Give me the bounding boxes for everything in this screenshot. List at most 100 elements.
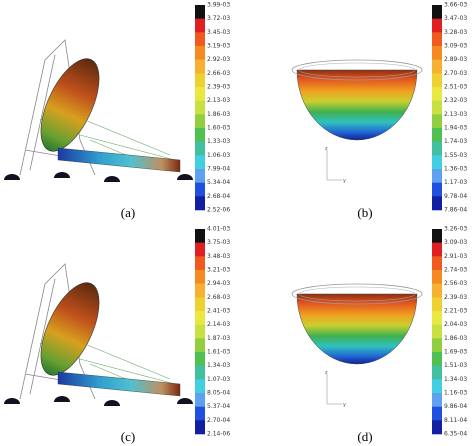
- colorbar-label: 3.99-03: [207, 2, 230, 9]
- colorbar-segment: [195, 182, 205, 197]
- colorbar-segment: [195, 338, 205, 353]
- colorbar-segment: [195, 420, 205, 435]
- colorbar-segment: [432, 5, 442, 19]
- colorbar-label: 6.35-04: [444, 431, 467, 438]
- colorbar-label: 2.04-03: [444, 321, 467, 328]
- colorbar-label: 1.17-03: [444, 179, 467, 186]
- triad-label: z: [325, 146, 328, 152]
- colorbar-label: 2.51-03: [444, 84, 467, 91]
- colorbar-label: 3.45-03: [207, 29, 230, 36]
- colorbar-segment: [432, 100, 442, 115]
- colorbar-label: 3.09-03: [444, 43, 467, 50]
- colorbar-label: 2.66-03: [207, 70, 230, 77]
- colorbar-label: 7.86-04: [444, 207, 467, 214]
- colorbar-segment: [432, 406, 442, 421]
- colorbar-segment: [195, 155, 205, 170]
- colorbar-label: 2.14-03: [207, 321, 230, 328]
- colorbar-segment: [432, 393, 442, 407]
- colorbar-segment: [432, 324, 442, 339]
- colorbar-segment: [195, 169, 205, 183]
- colorbar-segment: [432, 297, 442, 312]
- colorbar-segment: [432, 229, 442, 243]
- colorbar-segment: [195, 393, 205, 407]
- colorbar-segment: [432, 128, 442, 142]
- colorbar-segment: [432, 196, 442, 211]
- colorbar-label: 2.21-03: [444, 308, 467, 315]
- colorbar-segment: [432, 379, 442, 394]
- colorbar-segment: [195, 256, 205, 271]
- colorbar-label: 3.47-03: [444, 15, 467, 22]
- panel-caption: (a): [121, 205, 135, 220]
- colorbar-label: 1.87-03: [207, 335, 230, 342]
- colorbar-label: 3.09-03: [444, 239, 467, 246]
- colorbar-segment: [432, 32, 442, 47]
- foot: [4, 174, 20, 180]
- panel-caption: (c): [121, 429, 135, 444]
- colorbar-label: 3.72-03: [207, 15, 230, 22]
- panel: zy3.26-033.09-032.91-032.74-032.56-032.3…: [291, 226, 467, 444]
- colorbar-label: 2.13-03: [444, 111, 467, 118]
- bowl: [296, 293, 418, 365]
- colorbar-segment: [195, 352, 205, 366]
- colorbar-segment: [432, 256, 442, 271]
- colorbar-label: 2.56-03: [444, 280, 467, 287]
- colorbar-label: 2.89-03: [444, 56, 467, 63]
- beam: [57, 147, 181, 173]
- colorbar-label: 1.34-03: [207, 362, 230, 369]
- panel: 3.99-03 3.72-03 3.45-03 3.19-03 2.92-03 2.66-…: [4, 2, 230, 220]
- panel-caption: (d): [357, 429, 372, 444]
- rim: [291, 283, 423, 305]
- colorbar-segment: [432, 182, 442, 197]
- colorbar-label: 1.36-03: [444, 166, 467, 173]
- colorbar-label: 3.75-03: [207, 239, 230, 246]
- colorbar-segment: [195, 18, 205, 33]
- colorbar-segment: [432, 365, 442, 380]
- colorbar-label: 2.41-03: [207, 308, 230, 315]
- colorbar-label: 2.13-03: [207, 97, 230, 104]
- colorbar-label: 8.11-04: [444, 417, 467, 424]
- colorbar-segment: [195, 128, 205, 142]
- colorbar-label: 9.86-04: [444, 403, 467, 410]
- colorbar-label: 9.78-04: [444, 193, 467, 200]
- colorbar-label: 8.05-04: [207, 390, 230, 397]
- colorbar-label: 1.07-03: [207, 376, 230, 383]
- colorbar-label: 2.74-03: [444, 267, 467, 274]
- colorbar-segment: [195, 59, 205, 74]
- colorbar-label: 1.94-03: [444, 125, 467, 132]
- foot: [54, 396, 70, 402]
- panel-caption: (b): [357, 205, 372, 220]
- colorbar-segment: [432, 114, 442, 129]
- colorbar-label: 2.70-04: [207, 417, 230, 424]
- colorbar-label: 1.74-03: [444, 138, 467, 145]
- foot: [177, 398, 193, 404]
- colorbar-segment: [195, 283, 205, 298]
- antenna-model: [4, 263, 193, 406]
- colorbar-segment: [195, 365, 205, 380]
- colorbar-label: 2.32-03: [444, 97, 467, 104]
- colorbar-segment: [432, 87, 442, 101]
- colorbar-label: 3.19-03: [207, 43, 230, 50]
- colorbar-segment: [195, 100, 205, 115]
- colorbar-segment: [432, 352, 442, 366]
- colorbar-segment: [195, 270, 205, 284]
- colorbar-label: 2.70-03: [444, 70, 467, 77]
- colorbar-segment: [195, 5, 205, 19]
- colorbar-segment: [195, 229, 205, 243]
- colorbar-label: 1.61-03: [207, 349, 230, 356]
- colorbar-label: 1.86-03: [207, 111, 230, 118]
- bowl: [296, 69, 418, 141]
- colorbar-label: 1.16-03: [444, 390, 467, 397]
- triad-label: y: [343, 178, 346, 184]
- colorbar-segment: [195, 114, 205, 129]
- colorbar-segment: [195, 73, 205, 88]
- colorbar-segment: [195, 311, 205, 325]
- colorbar-segment: [195, 242, 205, 257]
- colorbar-label: 1.06-03: [207, 152, 230, 159]
- triad: [326, 150, 342, 181]
- colorbar-segment: [432, 46, 442, 60]
- beam: [57, 371, 181, 397]
- colorbar-segment: [432, 242, 442, 257]
- foot: [104, 176, 120, 182]
- colorbar-label: 1.60-03: [207, 125, 230, 132]
- panel: zy3.66-033.47-033.28-033.09-032.89-032.7…: [291, 2, 467, 220]
